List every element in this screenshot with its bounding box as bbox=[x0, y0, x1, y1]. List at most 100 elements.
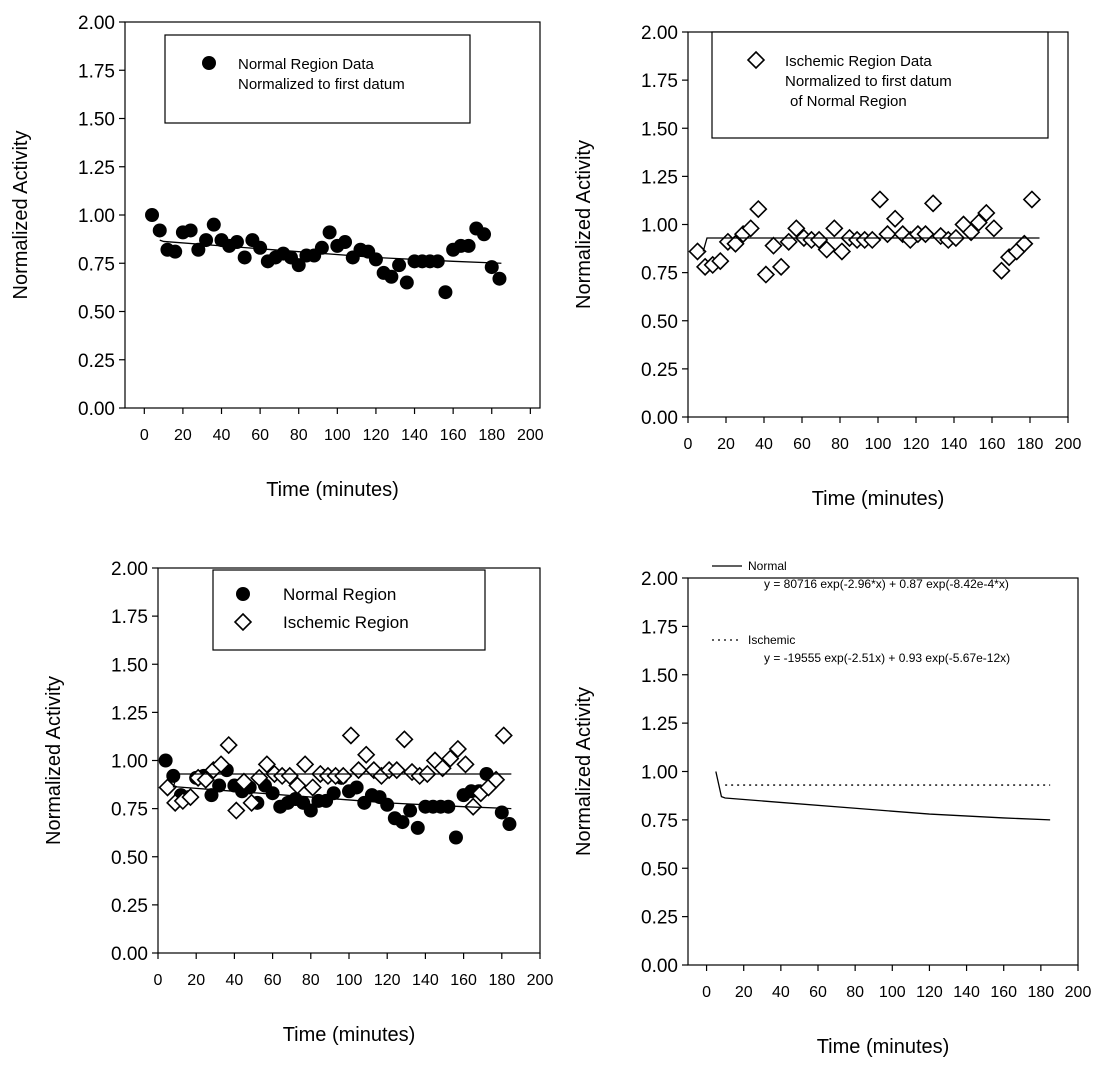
data-point bbox=[438, 285, 453, 300]
x-tick-label: 80 bbox=[290, 427, 308, 444]
data-point bbox=[878, 224, 897, 244]
data-point bbox=[461, 238, 476, 253]
data-point bbox=[145, 208, 160, 222]
y-tick-label: 0.50 bbox=[641, 859, 678, 880]
data-point bbox=[349, 780, 364, 795]
x-tick-label: 160 bbox=[440, 427, 467, 444]
data-point bbox=[152, 223, 167, 238]
x-tick-label: 140 bbox=[412, 972, 439, 989]
data-point bbox=[341, 726, 361, 745]
x-tick-label: 100 bbox=[865, 436, 892, 453]
x-tick-label: 140 bbox=[941, 436, 968, 453]
fit-line bbox=[715, 771, 1051, 821]
data-point bbox=[229, 235, 244, 250]
legend-marker bbox=[236, 587, 250, 601]
data-point bbox=[486, 770, 506, 789]
data-point bbox=[242, 793, 261, 812]
data-point bbox=[832, 242, 852, 261]
data-point bbox=[711, 251, 730, 271]
x-tick-label: 100 bbox=[324, 427, 351, 444]
x-tick-label: 200 bbox=[527, 972, 554, 989]
data-point bbox=[688, 242, 707, 261]
data-point bbox=[253, 240, 268, 255]
x-tick-label: 40 bbox=[755, 436, 773, 453]
data-point bbox=[257, 755, 277, 774]
legend-frame bbox=[711, 31, 1049, 139]
data-point bbox=[825, 219, 844, 238]
x-tick-label: 0 bbox=[140, 427, 149, 444]
x-tick-label: 80 bbox=[302, 972, 320, 989]
data-point bbox=[334, 766, 353, 786]
y-tick-label: 0.75 bbox=[111, 800, 148, 821]
data-point bbox=[430, 254, 445, 269]
data-point bbox=[314, 240, 329, 255]
x-tick-label: 60 bbox=[251, 427, 269, 444]
x-tick-label: 120 bbox=[903, 436, 930, 453]
x-tick-label: 120 bbox=[363, 427, 390, 444]
legend-label: Ischemic Region bbox=[283, 613, 409, 632]
y-tick-label: 0.50 bbox=[78, 303, 115, 324]
data-point bbox=[303, 778, 322, 797]
data-point bbox=[158, 753, 173, 768]
y-tick-label: 1.75 bbox=[111, 607, 148, 628]
data-point bbox=[726, 234, 745, 253]
x-tick-label: 80 bbox=[846, 984, 864, 1001]
data-point bbox=[969, 213, 988, 232]
legend-frame bbox=[212, 569, 486, 651]
x-tick-label: 60 bbox=[793, 436, 811, 453]
y-tick-label: 1.00 bbox=[111, 752, 148, 773]
x-tick-label: 100 bbox=[336, 972, 363, 989]
data-point bbox=[204, 788, 219, 803]
y-tick-label: 1.25 bbox=[78, 158, 115, 179]
data-point bbox=[787, 219, 806, 238]
x-tick-label: 20 bbox=[174, 427, 192, 444]
y-tick-label: 0.25 bbox=[78, 351, 115, 372]
legend-label: Ischemic Region Data bbox=[785, 53, 932, 70]
data-point bbox=[410, 820, 425, 835]
data-point bbox=[749, 199, 768, 219]
data-point bbox=[322, 225, 337, 240]
y-tick-label: 1.25 bbox=[641, 714, 678, 735]
data-point bbox=[433, 759, 452, 778]
data-point bbox=[368, 252, 383, 267]
y-tick-label: 1.75 bbox=[78, 61, 115, 82]
data-point bbox=[403, 803, 418, 818]
legend-marker bbox=[202, 56, 216, 70]
data-point bbox=[809, 230, 829, 250]
data-point bbox=[502, 817, 517, 832]
x-axis-label: Time (minutes) bbox=[812, 488, 945, 510]
data-point bbox=[212, 778, 227, 793]
y-tick-label: 1.75 bbox=[641, 71, 678, 92]
data-point bbox=[206, 217, 221, 232]
data-point bbox=[477, 227, 492, 242]
data-point bbox=[349, 760, 368, 780]
data-point bbox=[399, 275, 414, 290]
y-tick-label: 0.00 bbox=[641, 956, 678, 977]
y-tick-label: 1.50 bbox=[78, 110, 115, 131]
y-tick-label: 0.00 bbox=[78, 399, 115, 420]
y-tick-label: 1.00 bbox=[78, 206, 115, 227]
y-axis-label: Normalized Activity bbox=[573, 140, 595, 309]
legend-frame bbox=[164, 34, 471, 124]
x-tick-label: 180 bbox=[478, 427, 505, 444]
legend-label: Ischemic bbox=[748, 633, 795, 647]
y-axis-label: Normalized Activity bbox=[573, 687, 595, 856]
fit-line bbox=[173, 784, 512, 810]
y-axis-label: Normalized Activity bbox=[43, 676, 65, 845]
x-tick-label: 200 bbox=[517, 427, 544, 444]
y-tick-label: 0.75 bbox=[641, 264, 678, 285]
y-tick-label: 0.50 bbox=[111, 848, 148, 869]
data-point bbox=[741, 219, 760, 238]
y-tick-label: 1.00 bbox=[641, 763, 678, 784]
y-tick-label: 1.25 bbox=[111, 703, 148, 724]
x-tick-label: 180 bbox=[1017, 436, 1044, 453]
x-tick-label: 160 bbox=[990, 984, 1017, 1001]
data-point bbox=[303, 803, 318, 818]
x-axis-label: Time (minutes) bbox=[283, 1024, 416, 1046]
data-point bbox=[395, 815, 410, 830]
data-point bbox=[380, 797, 395, 812]
data-point bbox=[183, 223, 198, 238]
data-point bbox=[237, 250, 252, 265]
data-point bbox=[326, 786, 341, 801]
